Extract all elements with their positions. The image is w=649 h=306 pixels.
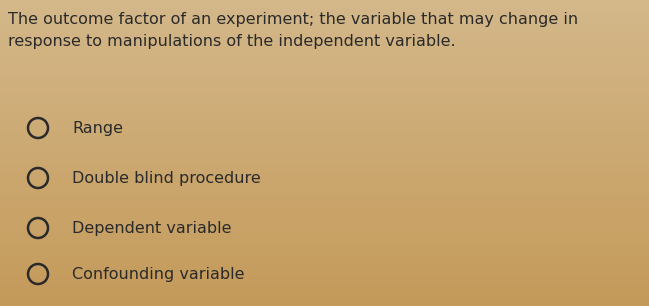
Text: response to manipulations of the independent variable.: response to manipulations of the indepen… xyxy=(8,34,456,49)
Text: Double blind procedure: Double blind procedure xyxy=(72,170,261,185)
Text: Confounding variable: Confounding variable xyxy=(72,267,245,282)
Text: Range: Range xyxy=(72,121,123,136)
Text: Dependent variable: Dependent variable xyxy=(72,221,232,236)
Text: The outcome factor of an experiment; the variable that may change in: The outcome factor of an experiment; the… xyxy=(8,12,578,27)
